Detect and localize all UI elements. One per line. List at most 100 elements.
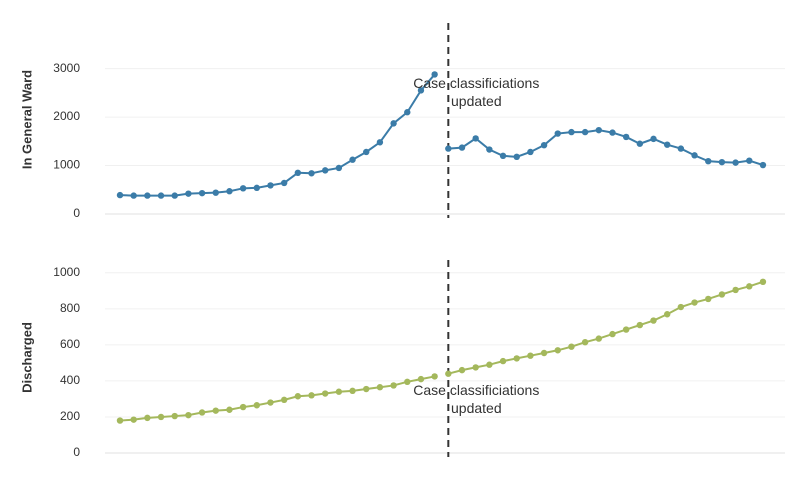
data-point (664, 141, 671, 148)
data-point (691, 299, 698, 306)
data-point (294, 393, 302, 400)
data-point (130, 416, 137, 423)
data-point (458, 144, 466, 151)
data-point (732, 159, 739, 166)
data-point (335, 164, 343, 172)
y-tick-label: 400 (60, 373, 80, 387)
data-point (226, 188, 233, 195)
data-point (595, 126, 602, 134)
data-point (445, 145, 452, 152)
data-point (691, 152, 698, 159)
data-point (267, 399, 274, 406)
y-tick-label: 800 (60, 301, 80, 315)
data-point (431, 71, 438, 78)
data-point (650, 317, 657, 324)
y-tick-label: 1000 (53, 158, 80, 172)
data-point (705, 157, 712, 165)
data-point (445, 370, 452, 377)
data-point (746, 157, 753, 164)
data-point (363, 385, 370, 393)
data-point (609, 129, 616, 136)
data-point (144, 414, 151, 422)
data-point (171, 192, 178, 199)
data-point (568, 343, 575, 350)
data-point (253, 402, 260, 409)
data-point (527, 352, 534, 359)
series-line (448, 129, 764, 167)
y-tick-label: 0 (73, 206, 80, 220)
data-point (664, 311, 671, 318)
data-point (226, 406, 233, 413)
data-point (499, 152, 507, 160)
data-point (677, 303, 685, 311)
data-point (308, 170, 315, 177)
data-point (294, 169, 302, 177)
data-point (185, 190, 192, 197)
data-point (718, 158, 726, 166)
data-point (404, 109, 411, 116)
data-point (212, 407, 219, 414)
data-point (677, 145, 685, 152)
data-point (595, 335, 602, 342)
data-point (239, 185, 247, 192)
data-point (212, 189, 219, 196)
y-tick-label: 200 (60, 409, 80, 423)
data-point (431, 373, 438, 380)
data-point (253, 184, 260, 192)
data-point (308, 392, 315, 399)
data-point (554, 130, 561, 137)
y-axis-title: In General Ward (19, 70, 34, 169)
data-point (486, 361, 493, 368)
data-point (130, 192, 137, 199)
data-point (157, 413, 165, 421)
data-point (335, 388, 343, 395)
series-line (119, 375, 435, 422)
data-point (376, 384, 384, 391)
data-point (486, 146, 493, 153)
data-point (116, 417, 124, 424)
y-tick-label: 2000 (53, 109, 80, 123)
y-tick-label: 1000 (53, 265, 80, 279)
data-point (622, 326, 630, 333)
data-point (349, 387, 356, 395)
data-point (322, 167, 329, 174)
data-point (472, 364, 479, 371)
series-line (119, 73, 436, 197)
data-point (349, 156, 356, 163)
data-point (417, 375, 425, 383)
data-point (239, 403, 247, 411)
data-point (636, 321, 644, 329)
data-point (198, 189, 206, 197)
series-line (448, 280, 764, 375)
data-point (527, 148, 534, 156)
data-point (280, 396, 288, 404)
data-point (390, 120, 397, 127)
data-point (513, 153, 520, 161)
data-point (759, 161, 767, 169)
data-point (157, 192, 165, 199)
data-point (417, 87, 425, 94)
annotation-text: Case classificiations updated (413, 382, 540, 416)
data-point (705, 295, 712, 303)
data-point (581, 128, 589, 136)
data-point (718, 291, 726, 298)
y-tick-label: 3000 (53, 61, 80, 75)
data-point (171, 412, 178, 420)
data-point (472, 135, 479, 142)
data-point (144, 192, 151, 199)
data-point (198, 409, 206, 416)
data-point (116, 191, 124, 199)
data-point (636, 140, 644, 147)
data-point (513, 355, 520, 362)
data-point (458, 366, 466, 374)
data-point (363, 148, 370, 156)
data-point (185, 411, 192, 419)
data-point (322, 390, 329, 397)
data-point (568, 128, 575, 136)
data-point (732, 286, 739, 294)
data-point (609, 330, 616, 338)
data-point (759, 278, 767, 286)
data-point (376, 139, 384, 146)
